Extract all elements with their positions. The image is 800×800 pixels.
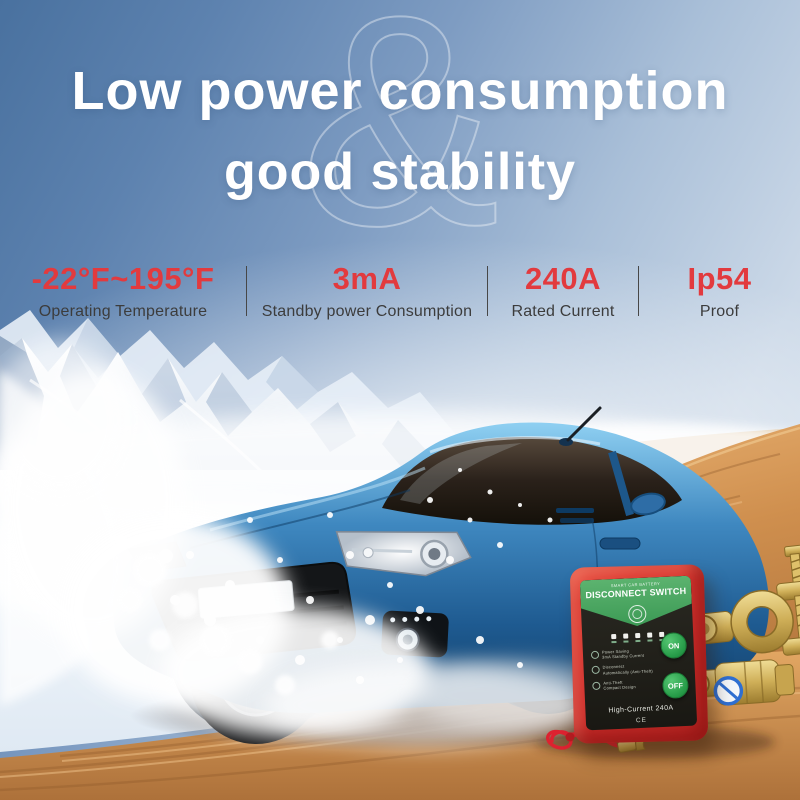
spec-label: Proof <box>699 303 740 320</box>
divider <box>487 266 488 316</box>
check-circle-icon <box>590 650 600 659</box>
windshield-reflection <box>400 443 522 504</box>
current-rating-text: High-Current 240A <box>608 704 674 715</box>
headlight <box>335 530 472 577</box>
feature-line: Automatically (Anti-Theft) <box>602 668 653 676</box>
feature-line: Compact Design <box>603 684 636 692</box>
on-button: ON <box>660 631 688 660</box>
hero-header: & Low power consumption good stability <box>0 0 800 271</box>
ce-mark: CE <box>635 716 648 725</box>
specs-row: -22°F~195°F Operating Temperature 3mA St… <box>0 263 800 320</box>
title-line-2: good stability <box>224 143 576 201</box>
check-circle-icon <box>592 681 601 691</box>
spec-label: Rated Current <box>511 303 615 320</box>
door-handle <box>599 537 641 550</box>
spec-value: 240A <box>524 261 602 296</box>
feature-list: Power Saving 3mA Standby Current Disconn… <box>590 646 666 692</box>
brand-logo-icon <box>627 604 647 624</box>
led-indicator <box>635 632 641 639</box>
feature-item: Power Saving 3mA Standby Current <box>590 646 664 660</box>
off-button: OFF <box>661 671 689 699</box>
spec-value: Ip54 <box>687 261 752 296</box>
feature-item: Anti-Theft Compact Design <box>592 678 665 692</box>
antenna <box>559 406 602 446</box>
spec-standby-consumption: 3mA Standby power Consumption <box>247 263 487 320</box>
spec-rated-current: 240A Rated Current <box>488 263 638 320</box>
fender-vent <box>556 508 594 513</box>
roof-highlight <box>429 436 601 454</box>
fender-vent-2 <box>560 518 594 523</box>
spec-label: Standby power Consumption <box>261 303 473 320</box>
divider <box>638 266 639 316</box>
led-indicator <box>647 632 653 638</box>
led-indicator <box>623 633 629 639</box>
disconnect-switch-box: SMART CAR BATTERY DISCONNECT SWITCH <box>569 564 709 744</box>
battery-disconnect-switch-product: SMART CAR BATTERY DISCONNECT SWITCH <box>540 540 800 800</box>
spec-label: Operating Temperature <box>38 303 208 320</box>
feature-line: 3mA Standby Current <box>602 652 645 660</box>
title-line-1: Low power consumption <box>71 61 729 121</box>
spec-operating-temperature: -22°F~195°F Operating Temperature <box>0 263 246 320</box>
led-indicator <box>611 633 617 640</box>
hood-highlight <box>209 466 426 532</box>
a-pillar <box>608 450 634 517</box>
feature-item: Disconnect Automatically (Anti-Theft) <box>591 662 664 676</box>
check-circle-icon <box>591 666 600 675</box>
snow-particles <box>115 468 553 684</box>
spec-value: -22°F~195°F <box>31 261 215 296</box>
spec-ip-rating: Ip54 Proof <box>639 263 800 320</box>
windshield-and-windows <box>382 436 682 525</box>
product-label: SMART CAR BATTERY DISCONNECT SWITCH <box>579 575 698 731</box>
no-entry-badge-icon <box>713 676 744 706</box>
side-mirror <box>630 492 666 516</box>
spec-value: 3mA <box>332 261 402 296</box>
divider <box>246 266 247 316</box>
